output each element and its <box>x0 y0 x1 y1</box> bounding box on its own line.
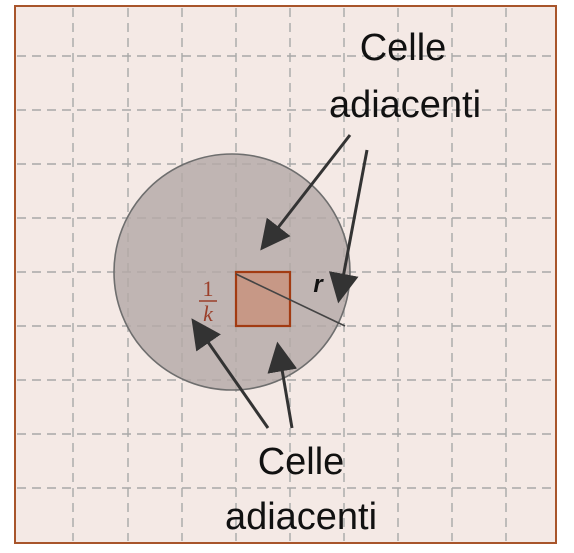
radius-label: r <box>313 271 324 298</box>
cell-size-fraction: 1 k <box>199 276 217 326</box>
top-label-line1: Celle <box>360 27 447 69</box>
arrow-top-right <box>328 149 369 304</box>
top-label: Celle adiacenti <box>329 27 481 126</box>
arrows <box>191 134 369 429</box>
bottom-label: Celle adiacenti <box>225 441 377 538</box>
arrow-bottom-left <box>191 318 270 429</box>
bottom-label-line2: adiacenti <box>225 496 377 538</box>
bottom-label-line1: Celle <box>258 441 345 483</box>
arrow-top-left <box>260 134 352 251</box>
top-label-line2: adiacenti <box>329 84 481 126</box>
fraction-denominator: k <box>203 301 214 326</box>
fraction-numerator: 1 <box>203 276 214 301</box>
central-cell <box>234 270 292 328</box>
arrow-bottom-right <box>267 341 298 429</box>
radius-line <box>235 273 346 327</box>
